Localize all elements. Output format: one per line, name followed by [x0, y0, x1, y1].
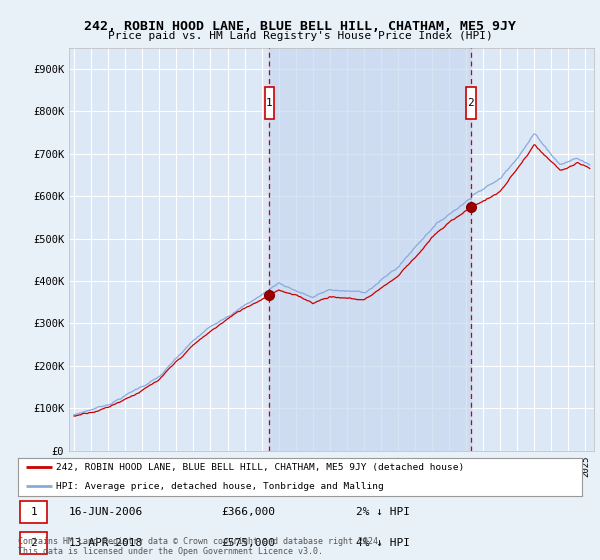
- FancyBboxPatch shape: [466, 87, 476, 119]
- Text: 2% ↓ HPI: 2% ↓ HPI: [356, 507, 410, 517]
- Text: £575,000: £575,000: [221, 538, 275, 548]
- Bar: [269, 48, 471, 451]
- Text: HPI: Average price, detached house, Tonbridge and Malling: HPI: Average price, detached house, Tonb…: [56, 482, 384, 491]
- Text: 242, ROBIN HOOD LANE, BLUE BELL HILL, CHATHAM, ME5 9JY: 242, ROBIN HOOD LANE, BLUE BELL HILL, CH…: [84, 20, 516, 32]
- Text: £366,000: £366,000: [221, 507, 275, 517]
- FancyBboxPatch shape: [265, 87, 274, 119]
- Text: 1: 1: [31, 507, 37, 517]
- Text: 16-JUN-2006: 16-JUN-2006: [69, 507, 143, 517]
- FancyBboxPatch shape: [20, 501, 47, 523]
- Text: 242, ROBIN HOOD LANE, BLUE BELL HILL, CHATHAM, ME5 9JY (detached house): 242, ROBIN HOOD LANE, BLUE BELL HILL, CH…: [56, 463, 464, 472]
- Text: 2: 2: [31, 538, 37, 548]
- Text: 2: 2: [467, 98, 475, 108]
- Text: 4% ↓ HPI: 4% ↓ HPI: [356, 538, 410, 548]
- FancyBboxPatch shape: [20, 532, 47, 554]
- Text: 1: 1: [266, 98, 272, 108]
- Text: Contains HM Land Registry data © Crown copyright and database right 2024.
This d: Contains HM Land Registry data © Crown c…: [18, 536, 383, 556]
- Text: Price paid vs. HM Land Registry's House Price Index (HPI): Price paid vs. HM Land Registry's House …: [107, 31, 493, 41]
- Text: 13-APR-2018: 13-APR-2018: [69, 538, 143, 548]
